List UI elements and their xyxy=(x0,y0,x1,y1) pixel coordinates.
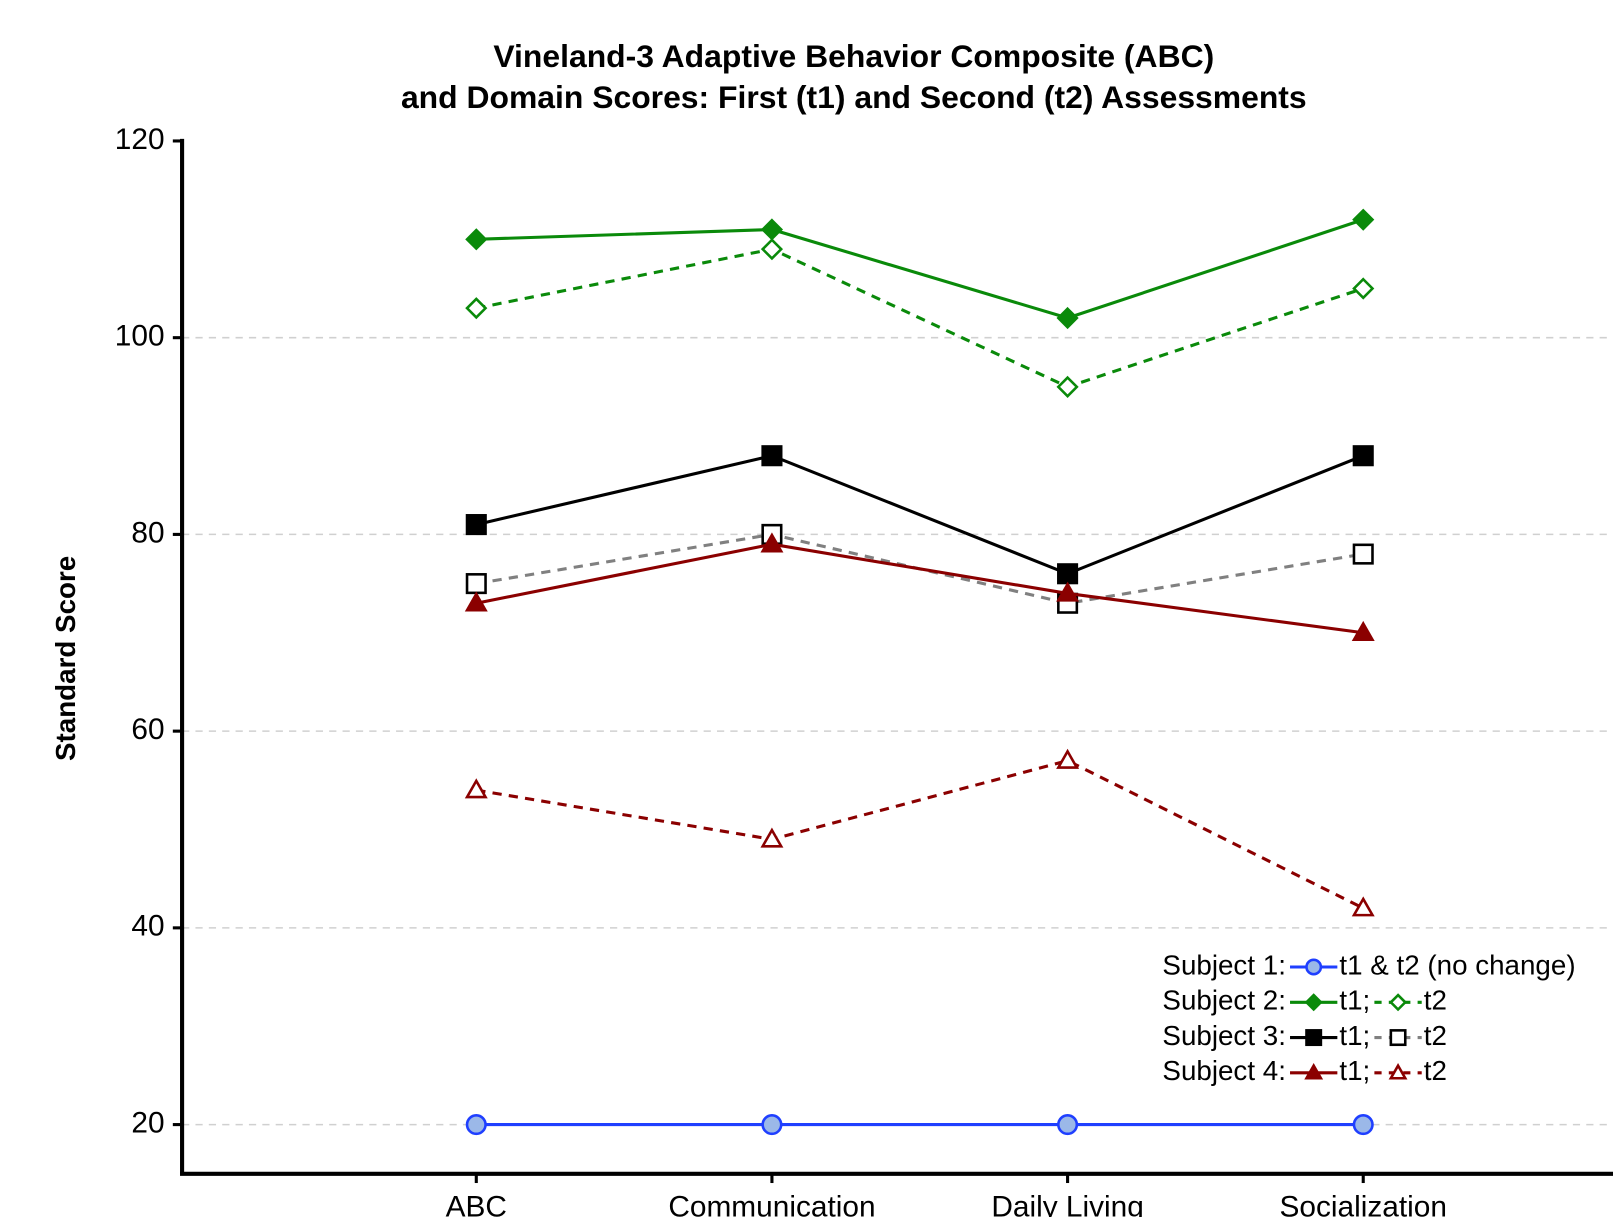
point xyxy=(1351,896,1375,917)
point xyxy=(464,778,488,799)
point xyxy=(465,514,487,536)
point xyxy=(1305,1029,1323,1047)
legend-label: t1; xyxy=(1339,1055,1370,1086)
y-tick-label: 100 xyxy=(115,320,165,353)
point xyxy=(1057,563,1079,585)
x-tick-label: ABC xyxy=(446,1191,507,1217)
legend-label: t1 & t2 (no change) xyxy=(1339,949,1575,980)
series-line xyxy=(475,542,1364,635)
chart-title: and Domain Scores: First (t1) and Second… xyxy=(401,79,1307,115)
point xyxy=(760,218,784,241)
point xyxy=(761,445,783,467)
point xyxy=(760,238,784,261)
y-tick-label: 40 xyxy=(131,910,164,943)
point xyxy=(465,1114,487,1136)
point xyxy=(1352,445,1374,467)
legend-label: t1; xyxy=(1339,1020,1370,1051)
x-tick-label: Daily Living xyxy=(991,1191,1144,1217)
y-tick-label: 80 xyxy=(131,516,164,549)
legend-label: t2 xyxy=(1424,1055,1447,1086)
point xyxy=(1056,306,1079,330)
y-tick-label: 20 xyxy=(131,1106,164,1139)
y-tick-label: 60 xyxy=(131,713,164,746)
point xyxy=(1388,1063,1408,1080)
point xyxy=(1352,208,1375,231)
legend-label: t2 xyxy=(1424,1020,1447,1051)
chart-title: Vineland-3 Adaptive Behavior Composite (… xyxy=(493,38,1214,74)
series-line xyxy=(476,759,1364,910)
point xyxy=(761,1114,783,1136)
series-line xyxy=(476,218,1364,320)
point xyxy=(464,591,488,612)
series-line xyxy=(475,454,1364,576)
series-line xyxy=(475,247,1364,389)
legend-group-label: Subject 4: xyxy=(1162,1055,1285,1086)
point xyxy=(1352,1114,1374,1136)
point xyxy=(1056,375,1079,398)
point xyxy=(1304,1063,1324,1080)
point xyxy=(1056,581,1080,602)
x-tick-label: Communication xyxy=(668,1191,875,1217)
point xyxy=(465,297,488,320)
point xyxy=(465,228,488,251)
point xyxy=(1304,993,1323,1012)
point xyxy=(465,573,487,595)
legend-label: t1; xyxy=(1339,985,1370,1016)
legend-label: t2 xyxy=(1424,985,1447,1016)
point xyxy=(1352,543,1374,565)
point xyxy=(1389,1029,1407,1047)
legend-group-label: Subject 2: xyxy=(1162,985,1285,1016)
x-tick-label: Socialization xyxy=(1279,1191,1446,1217)
legend-group-label: Subject 1: xyxy=(1162,949,1285,980)
point xyxy=(760,827,784,848)
point xyxy=(1056,748,1080,769)
point xyxy=(1351,620,1375,642)
legend-group-label: Subject 3: xyxy=(1162,1020,1285,1051)
point xyxy=(760,532,784,553)
point xyxy=(1057,1114,1079,1136)
y-tick-label: 120 xyxy=(115,123,165,156)
point xyxy=(1352,277,1375,300)
y-axis-label: Standard Score xyxy=(50,556,81,761)
point xyxy=(1389,993,1408,1012)
point xyxy=(1305,958,1323,976)
